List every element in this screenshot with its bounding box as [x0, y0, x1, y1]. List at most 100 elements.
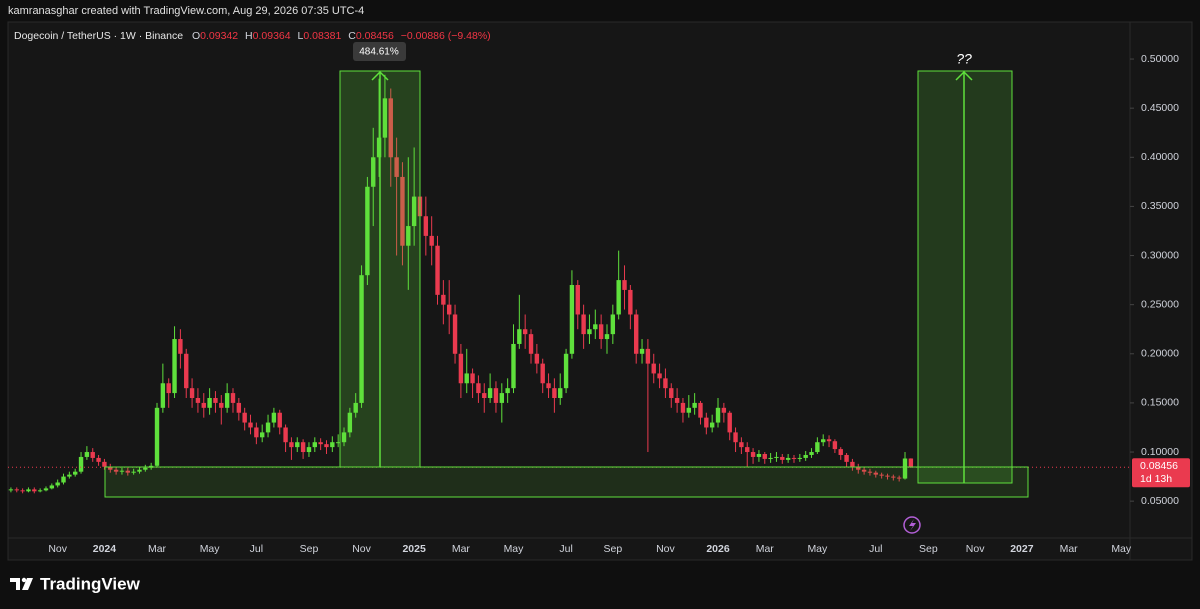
candle-body [353, 402, 358, 413]
candle-body [306, 447, 312, 453]
candle-body [803, 454, 808, 458]
candle-body [528, 334, 534, 354]
candle-body [756, 453, 762, 457]
event-icon[interactable] [903, 516, 921, 534]
candle-body [721, 407, 727, 413]
candle-body [96, 457, 101, 462]
candle-body [487, 388, 493, 398]
x-tick-label: Mar [1060, 543, 1079, 555]
candle-body [260, 432, 265, 438]
candle-body [55, 482, 60, 486]
candle-body [856, 466, 861, 470]
legend-high: 0.09364 [253, 30, 291, 42]
candle-body [189, 388, 195, 398]
candle-body [411, 196, 417, 227]
candle-body [90, 452, 95, 458]
x-tick-label: Nov [48, 543, 67, 555]
candle-body [780, 456, 785, 460]
candle-body [125, 470, 130, 473]
candle-body [219, 402, 224, 408]
candle-body [861, 469, 867, 472]
candle-body [715, 407, 721, 423]
candle-body [791, 457, 797, 459]
candle-body [821, 439, 826, 443]
candle-body [359, 275, 364, 403]
candle-body [628, 289, 633, 315]
candle-body [739, 442, 744, 448]
x-tick-label: Mar [452, 543, 471, 555]
candle-body [43, 488, 49, 491]
candle-body [645, 348, 651, 364]
candle-body [879, 474, 884, 476]
candle-body [809, 452, 814, 455]
candle-body [587, 329, 592, 335]
candle-body [230, 393, 236, 403]
candle-body [73, 471, 78, 475]
candle-body [680, 402, 686, 413]
x-tick-label: Sep [603, 543, 622, 555]
last-price-label: 0.08456 [1140, 460, 1178, 472]
candle-body [37, 490, 43, 492]
candle-body [908, 458, 914, 468]
candle-body [558, 388, 563, 398]
candle-body [838, 449, 843, 455]
candle-body [902, 458, 908, 479]
candle-body [108, 466, 113, 470]
candle-body [119, 470, 125, 472]
candle-body [669, 388, 674, 398]
candle-body [236, 402, 242, 413]
candle-body [172, 339, 177, 394]
legend-letter: C [348, 30, 356, 42]
brand-logo [10, 577, 33, 590]
candle-body [745, 447, 750, 453]
candle-body [768, 457, 773, 459]
y-tick-label: 0.10000 [1141, 446, 1179, 458]
logo-mark [22, 578, 33, 590]
x-tick-label: 2025 [402, 543, 426, 555]
candle-body [137, 469, 142, 472]
y-tick-label: 0.05000 [1141, 495, 1179, 507]
candle-body [195, 397, 201, 403]
candle-body [201, 402, 206, 408]
candle-body [376, 137, 382, 158]
legend: Dogecoin / TetherUS · 1W · Binance O0.09… [14, 30, 491, 42]
support-zone [104, 466, 1029, 498]
candle-body [704, 417, 709, 428]
candle-body [429, 235, 434, 246]
candle-body [49, 485, 55, 489]
candle-body [563, 353, 569, 389]
x-tick-label: Jul [869, 543, 882, 555]
x-tick-label: Nov [352, 543, 371, 555]
candle-body [423, 216, 429, 236]
candle-body [254, 427, 259, 438]
x-tick-label: Sep [919, 543, 938, 555]
candle-body [207, 397, 212, 408]
candle-body [265, 422, 271, 433]
candle-body [733, 432, 738, 443]
candle-body [546, 383, 551, 389]
arrow-head [955, 70, 973, 81]
candle-body [324, 444, 329, 448]
candle-body [178, 339, 183, 354]
candle-body [727, 412, 732, 433]
target-box [917, 70, 1013, 484]
candle-body [867, 471, 873, 473]
candle-body [32, 489, 37, 492]
candle-body [213, 397, 218, 403]
y-tick-label: 0.40000 [1141, 151, 1179, 163]
x-tick-label: 2024 [93, 543, 117, 555]
candle-body [400, 176, 405, 246]
candle-body [540, 363, 545, 384]
candle-body [610, 314, 616, 335]
candle-body [61, 476, 66, 483]
candle-body [482, 393, 487, 398]
y-tick-label: 0.35000 [1141, 200, 1179, 212]
candle-body [505, 388, 510, 394]
plot: 0.05000 0.10000 0.15000 0.20000 0.25000 0.300… [8, 53, 1179, 555]
y-tick-label: 0.50000 [1141, 53, 1179, 65]
logo-mark [21, 577, 27, 583]
candle-body [277, 412, 282, 428]
candle-body [464, 373, 469, 384]
candle-body [604, 334, 610, 340]
legend-low: 0.08381 [303, 30, 341, 42]
